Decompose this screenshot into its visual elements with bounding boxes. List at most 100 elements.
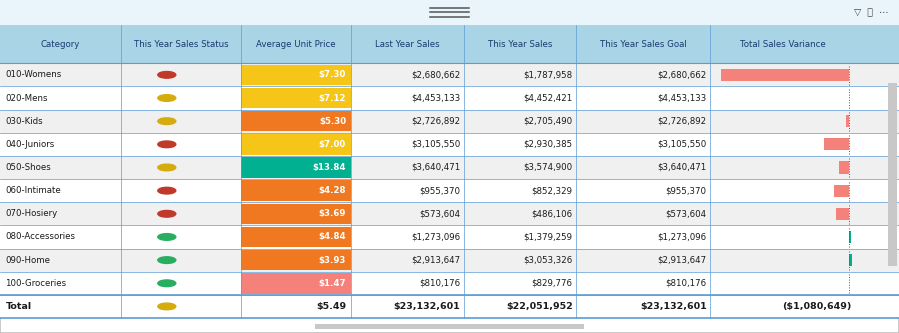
Text: Average Unit Price: Average Unit Price bbox=[256, 40, 335, 49]
Text: 040-Juniors: 040-Juniors bbox=[5, 140, 55, 149]
Bar bbox=[721, 69, 849, 81]
Bar bbox=[0, 110, 899, 133]
Text: $4,452,421: $4,452,421 bbox=[523, 94, 573, 103]
Circle shape bbox=[158, 303, 176, 310]
Bar bbox=[849, 254, 852, 266]
Text: $2,680,662: $2,680,662 bbox=[411, 70, 460, 79]
Bar bbox=[836, 208, 849, 220]
Text: $3,640,471: $3,640,471 bbox=[657, 163, 707, 172]
Text: $3,105,550: $3,105,550 bbox=[657, 140, 707, 149]
Text: $4.84: $4.84 bbox=[318, 232, 346, 241]
Circle shape bbox=[158, 118, 176, 125]
Text: $573,604: $573,604 bbox=[665, 209, 707, 218]
Bar bbox=[0, 63, 899, 87]
Circle shape bbox=[158, 164, 176, 171]
Bar bbox=[834, 184, 849, 197]
Bar bbox=[0, 179, 899, 202]
Text: $3,053,326: $3,053,326 bbox=[523, 256, 573, 265]
Circle shape bbox=[158, 234, 176, 240]
Bar bbox=[846, 115, 849, 127]
Bar bbox=[0, 225, 899, 248]
Text: $1.47: $1.47 bbox=[318, 279, 346, 288]
Text: $829,776: $829,776 bbox=[531, 279, 573, 288]
Text: This Year Sales Status: This Year Sales Status bbox=[134, 40, 228, 49]
Text: 030-Kids: 030-Kids bbox=[5, 117, 43, 126]
Bar bbox=[888, 83, 897, 266]
Text: ($1,080,649): ($1,080,649) bbox=[782, 302, 851, 311]
Text: 050-Shoes: 050-Shoes bbox=[5, 163, 51, 172]
Text: $4.28: $4.28 bbox=[318, 186, 346, 195]
Text: 080-Accessories: 080-Accessories bbox=[5, 232, 76, 241]
Bar bbox=[241, 273, 351, 293]
Bar bbox=[0, 25, 899, 63]
Bar bbox=[0, 248, 899, 272]
Bar bbox=[840, 162, 849, 173]
Circle shape bbox=[158, 210, 176, 217]
Circle shape bbox=[158, 72, 176, 78]
Text: $1,273,096: $1,273,096 bbox=[657, 232, 707, 241]
Bar bbox=[241, 157, 351, 178]
Circle shape bbox=[158, 187, 176, 194]
Text: This Year Sales: This Year Sales bbox=[488, 40, 552, 49]
Text: Total Sales Variance: Total Sales Variance bbox=[740, 40, 826, 49]
Bar bbox=[241, 111, 351, 132]
Text: $5.30: $5.30 bbox=[319, 117, 346, 126]
Text: $4,453,133: $4,453,133 bbox=[411, 94, 460, 103]
Text: $5.49: $5.49 bbox=[316, 302, 346, 311]
Text: $3.69: $3.69 bbox=[319, 209, 346, 218]
Text: $3.93: $3.93 bbox=[319, 256, 346, 265]
Bar bbox=[241, 180, 351, 201]
Bar bbox=[0, 133, 899, 156]
Circle shape bbox=[158, 280, 176, 287]
Text: $13.84: $13.84 bbox=[313, 163, 346, 172]
Text: $955,370: $955,370 bbox=[665, 186, 707, 195]
Bar bbox=[823, 138, 849, 150]
Text: $852,329: $852,329 bbox=[531, 186, 573, 195]
Text: $955,370: $955,370 bbox=[419, 186, 460, 195]
Circle shape bbox=[158, 141, 176, 148]
Bar bbox=[241, 250, 351, 270]
Text: Total: Total bbox=[5, 302, 31, 311]
Text: $3,574,900: $3,574,900 bbox=[523, 163, 573, 172]
Text: 070-Hosiery: 070-Hosiery bbox=[5, 209, 58, 218]
Text: $2,930,385: $2,930,385 bbox=[523, 140, 573, 149]
Text: $486,106: $486,106 bbox=[531, 209, 573, 218]
Bar bbox=[241, 227, 351, 247]
Text: $1,379,259: $1,379,259 bbox=[523, 232, 573, 241]
Bar bbox=[0, 0, 899, 25]
Text: Last Year Sales: Last Year Sales bbox=[375, 40, 440, 49]
Text: $22,051,952: $22,051,952 bbox=[506, 302, 573, 311]
Text: $2,680,662: $2,680,662 bbox=[657, 70, 707, 79]
Text: $1,787,958: $1,787,958 bbox=[523, 70, 573, 79]
Text: This Year Sales Goal: This Year Sales Goal bbox=[600, 40, 687, 49]
Text: 020-Mens: 020-Mens bbox=[5, 94, 48, 103]
Text: $7.12: $7.12 bbox=[318, 94, 346, 103]
Text: $573,604: $573,604 bbox=[419, 209, 460, 218]
Bar bbox=[0, 156, 899, 179]
Bar bbox=[241, 203, 351, 224]
Text: 060-Intimate: 060-Intimate bbox=[5, 186, 61, 195]
Text: $7.00: $7.00 bbox=[319, 140, 346, 149]
Text: 010-Womens: 010-Womens bbox=[5, 70, 62, 79]
Text: $810,176: $810,176 bbox=[665, 279, 707, 288]
Bar bbox=[0, 202, 899, 225]
Text: 100-Groceries: 100-Groceries bbox=[5, 279, 67, 288]
Text: $810,176: $810,176 bbox=[419, 279, 460, 288]
Text: $2,913,647: $2,913,647 bbox=[657, 256, 707, 265]
Bar bbox=[241, 88, 351, 108]
Text: $2,913,647: $2,913,647 bbox=[411, 256, 460, 265]
Text: 090-Home: 090-Home bbox=[5, 256, 50, 265]
Bar bbox=[849, 231, 851, 243]
Bar bbox=[241, 134, 351, 155]
Bar bbox=[0, 295, 899, 318]
Bar bbox=[241, 65, 351, 85]
Text: $3,640,471: $3,640,471 bbox=[411, 163, 460, 172]
Text: $7.30: $7.30 bbox=[319, 70, 346, 79]
Text: Category: Category bbox=[41, 40, 80, 49]
Text: $4,453,133: $4,453,133 bbox=[657, 94, 707, 103]
Circle shape bbox=[158, 257, 176, 263]
Text: $2,726,892: $2,726,892 bbox=[411, 117, 460, 126]
Text: $3,105,550: $3,105,550 bbox=[411, 140, 460, 149]
Bar bbox=[315, 324, 584, 329]
Text: $1,273,096: $1,273,096 bbox=[411, 232, 460, 241]
